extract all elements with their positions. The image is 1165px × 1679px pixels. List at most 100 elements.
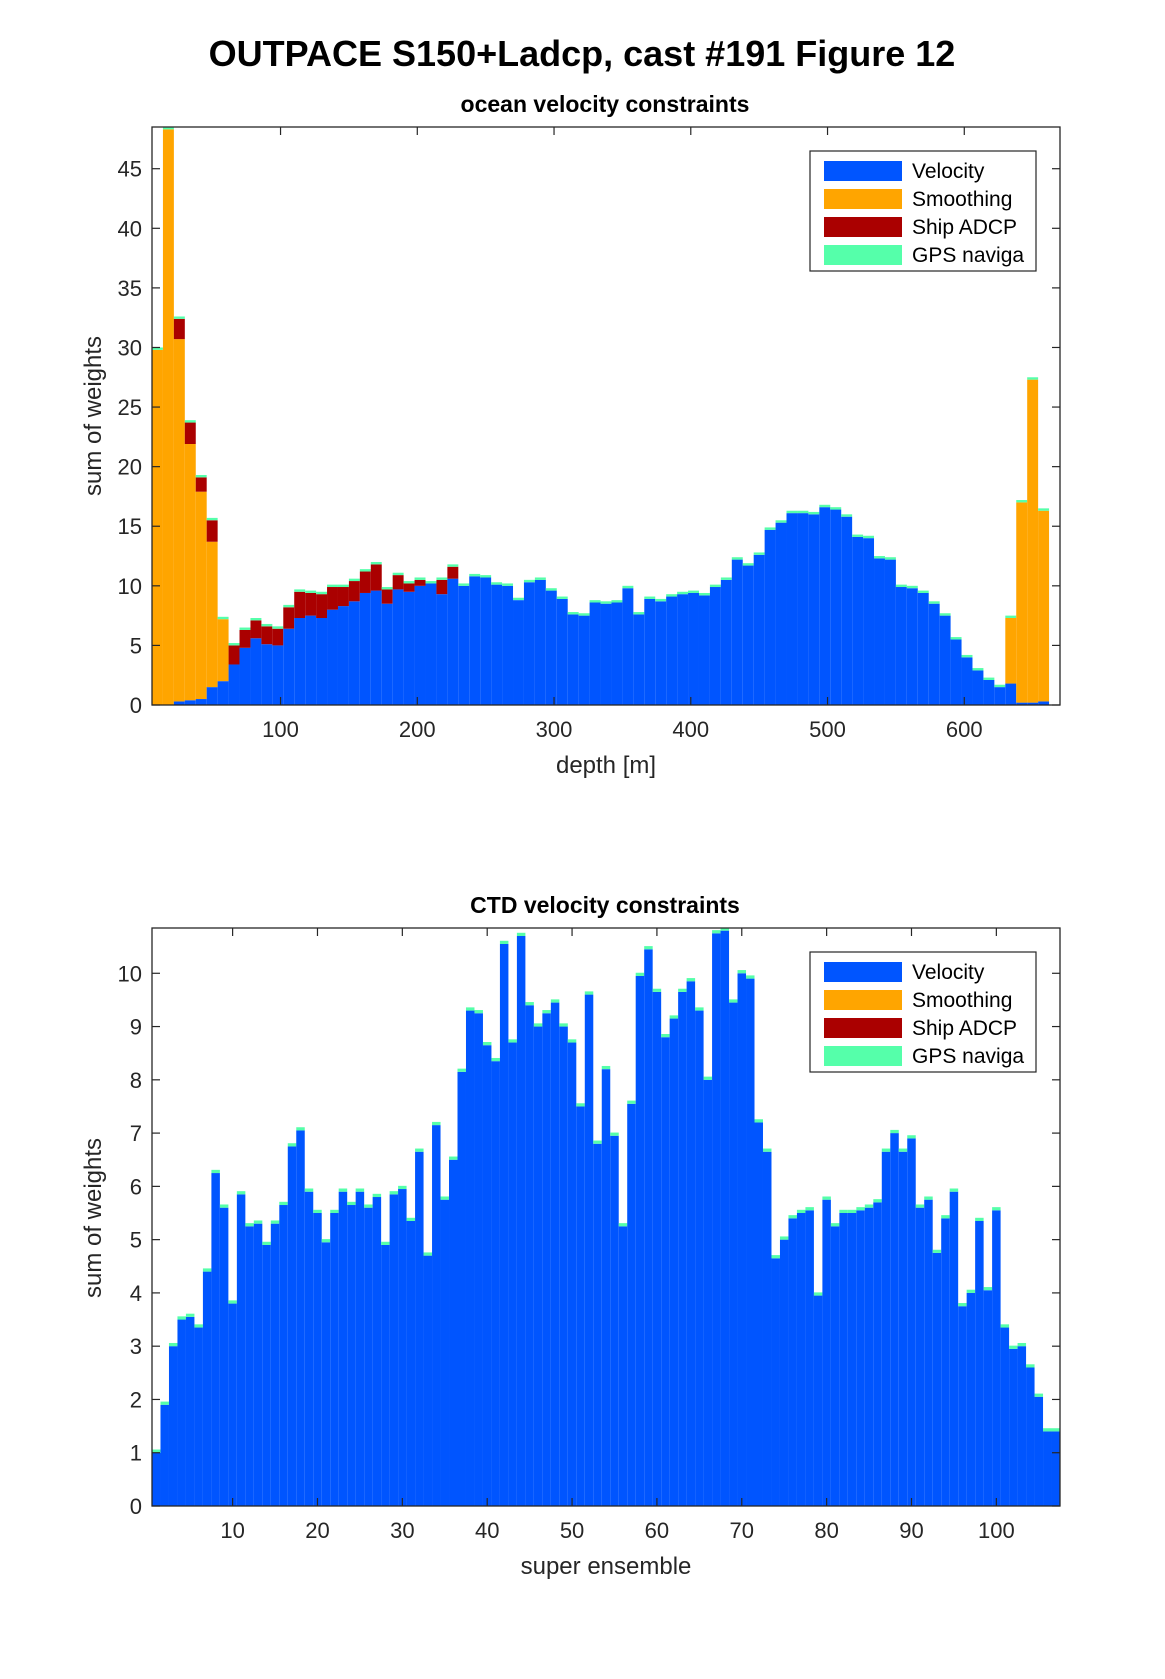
bar-velocity — [813, 1295, 823, 1506]
bar-gps-naviga — [1016, 500, 1028, 503]
bar-ship-adcp — [228, 645, 240, 665]
bar-gps-naviga — [316, 591, 328, 595]
bar-gps-naviga — [513, 597, 524, 601]
bar-velocity — [423, 1255, 433, 1506]
bar-gps-naviga — [533, 1023, 543, 1027]
bar-velocity — [1000, 1327, 1010, 1506]
bar-velocity — [939, 615, 951, 705]
bar-gps-naviga — [742, 563, 754, 566]
bar-velocity — [983, 1290, 993, 1506]
bar-velocity — [253, 1223, 263, 1506]
bar-gps-naviga — [279, 1201, 288, 1206]
bar-velocity — [347, 1205, 356, 1506]
bar-gps-naviga — [556, 596, 568, 599]
bar-velocity — [611, 602, 623, 705]
bar-velocity — [584, 994, 594, 1506]
legend-swatch-smoothing — [824, 189, 902, 209]
bar-ship-adcp — [447, 566, 459, 579]
bar-velocity — [523, 582, 535, 705]
bar-gps-naviga — [219, 1204, 229, 1208]
bar-gps-naviga — [618, 1223, 628, 1227]
bar-velocity — [173, 701, 185, 705]
bar-velocity — [389, 1194, 399, 1506]
legend-label: Ship ADCP — [912, 1017, 1017, 1040]
bar-velocity — [666, 596, 678, 705]
bar-gps-naviga — [502, 583, 514, 586]
bar-velocity — [185, 1316, 195, 1506]
bar-gps-naviga — [440, 1196, 450, 1200]
bar-smoothing — [173, 339, 185, 702]
bar-gps-naviga — [950, 637, 962, 640]
bar-gps-naviga — [432, 1121, 441, 1126]
bar-gps-naviga — [966, 1289, 976, 1293]
bar-gps-naviga — [523, 579, 535, 583]
bar-velocity — [305, 615, 317, 705]
bar-velocity — [381, 603, 393, 705]
bar-velocity — [729, 1002, 738, 1506]
bar-gps-naviga — [924, 1196, 933, 1200]
bar-gps-naviga — [737, 970, 747, 974]
bar-velocity — [779, 1239, 789, 1506]
bar-gps-naviga — [576, 1103, 585, 1107]
bar-ship-adcp — [294, 591, 306, 618]
bar-gps-naviga — [917, 590, 929, 593]
bar-velocity — [502, 585, 514, 705]
bar-velocity — [415, 1151, 424, 1506]
bar-ship-adcp — [414, 579, 426, 586]
bar-velocity — [839, 1213, 848, 1506]
legend-swatch-smoothing — [824, 990, 902, 1010]
bar-gps-naviga — [202, 1268, 212, 1272]
bar-gps-naviga — [753, 552, 765, 555]
bar-gps-naviga — [482, 1042, 492, 1046]
bar-velocity — [890, 1133, 899, 1506]
bar-gps-naviga — [941, 1215, 950, 1219]
ctd-xlabel: super ensemble — [521, 1553, 692, 1580]
bar-gps-naviga — [1043, 1428, 1052, 1432]
y-tick-label: 7 — [130, 1121, 142, 1146]
bar-smoothing — [162, 129, 174, 705]
bar-gps-naviga — [474, 1010, 483, 1014]
bar-velocity — [1026, 1367, 1035, 1506]
bar-gps-naviga — [949, 1188, 959, 1192]
bar-gps-naviga — [1027, 377, 1039, 380]
bar-velocity — [808, 514, 820, 705]
bar-gps-naviga — [194, 1324, 203, 1328]
bar-velocity — [491, 584, 503, 705]
y-tick-label: 10 — [118, 574, 142, 599]
bar-ship-adcp — [381, 589, 393, 604]
bar-velocity — [545, 590, 557, 705]
bar-velocity — [414, 585, 426, 705]
y-tick-label: 8 — [130, 1068, 142, 1093]
bar-gps-naviga — [381, 587, 393, 590]
bar-velocity — [211, 1173, 220, 1506]
bar-velocity — [287, 1146, 297, 1506]
bar-gps-naviga — [600, 601, 612, 604]
bar-velocity — [449, 1159, 458, 1506]
bar-gps-naviga — [457, 1068, 466, 1072]
bar-velocity — [432, 1125, 441, 1506]
bar-velocity — [567, 614, 579, 705]
bar-velocity — [695, 1010, 704, 1506]
bar-gps-naviga — [601, 1065, 611, 1070]
bar-gps-naviga — [873, 1199, 882, 1203]
bar-gps-naviga — [283, 604, 295, 608]
bar-velocity — [915, 1207, 925, 1506]
bar-velocity — [852, 536, 864, 705]
bar-gps-naviga — [389, 1191, 399, 1195]
bar-gps-naviga — [327, 584, 338, 588]
bar-gps-naviga — [975, 1217, 984, 1221]
bar-velocity — [160, 1404, 169, 1506]
bar-velocity — [688, 592, 699, 705]
bar-velocity — [279, 1205, 288, 1506]
bar-gps-naviga — [863, 535, 875, 539]
bar-ship-adcp — [261, 626, 273, 645]
bar-velocity — [950, 639, 962, 705]
ctd-axes-box — [151, 927, 1061, 1507]
bar-velocity — [593, 1143, 602, 1506]
bar-velocity — [754, 1122, 763, 1506]
bar-gps-naviga — [347, 1201, 356, 1206]
bar-gps-naviga — [729, 999, 738, 1003]
bar-gps-naviga — [499, 940, 509, 944]
bar-gps-naviga — [469, 573, 481, 577]
bar-gps-naviga — [458, 583, 470, 586]
